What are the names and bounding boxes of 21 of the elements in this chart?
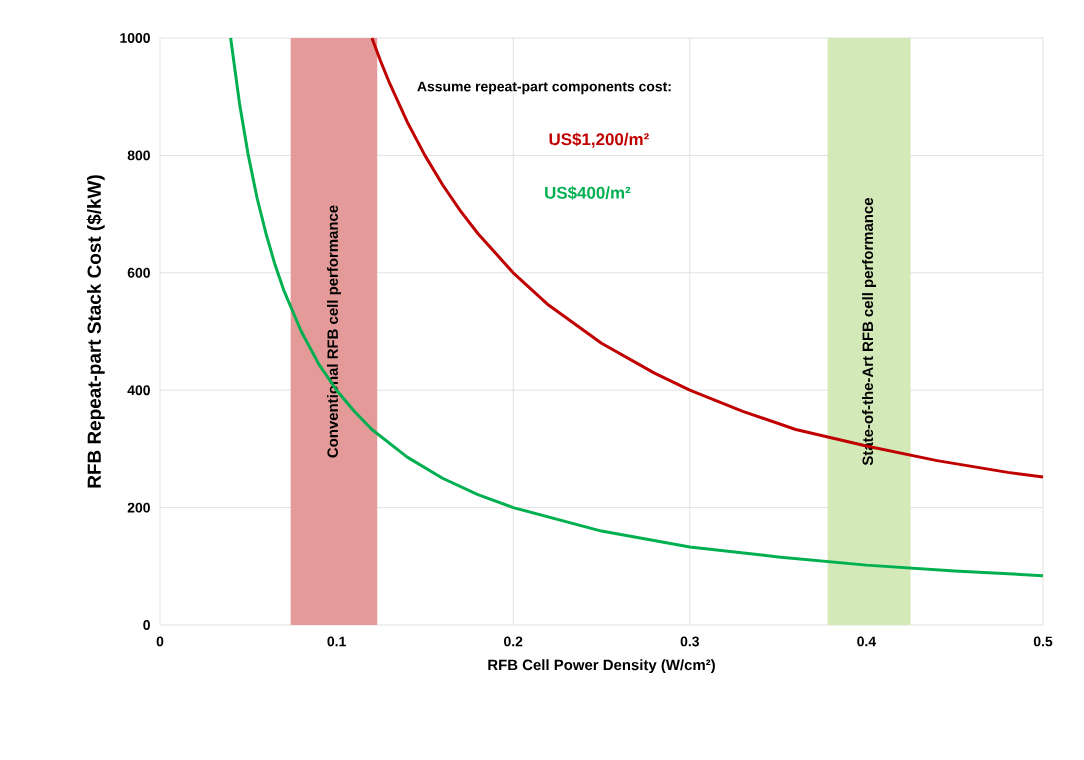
x-tick-label: 0.1 — [327, 636, 346, 647]
y-tick-label: 600 — [127, 267, 150, 278]
x-tick-label: 0.5 — [1033, 636, 1053, 647]
text: US$400/m² — [545, 186, 631, 200]
y-tick-label: 1000 — [120, 33, 150, 43]
y-tick-label: 400 — [127, 385, 150, 396]
y-tick-label: 200 — [127, 502, 150, 513]
y-tick-label: 800 — [127, 150, 150, 161]
x-tick-label: 0 — [156, 636, 164, 647]
x-tick-label: 0.2 — [504, 636, 523, 647]
band-label: Conventional RFB cell performance — [326, 205, 341, 458]
text: US$1,200/m² — [549, 132, 649, 148]
band-label: State-of-the-Art RFB cell performance — [862, 197, 877, 466]
x-tick-label: 0.3 — [680, 636, 699, 647]
annotation: Assume repeat-part components cost: — [417, 81, 671, 95]
y-tick-label: 0 — [143, 620, 150, 630]
line-series — [370, 36, 1045, 479]
line-series — [229, 36, 1045, 578]
x-tick-label: 0.4 — [857, 636, 877, 647]
x-axis-title: RFB Cell Power Density (W/cm²) — [488, 659, 715, 674]
y-axis-title: RFB Repeat-part Stack Cost ($/kW) — [86, 175, 105, 488]
